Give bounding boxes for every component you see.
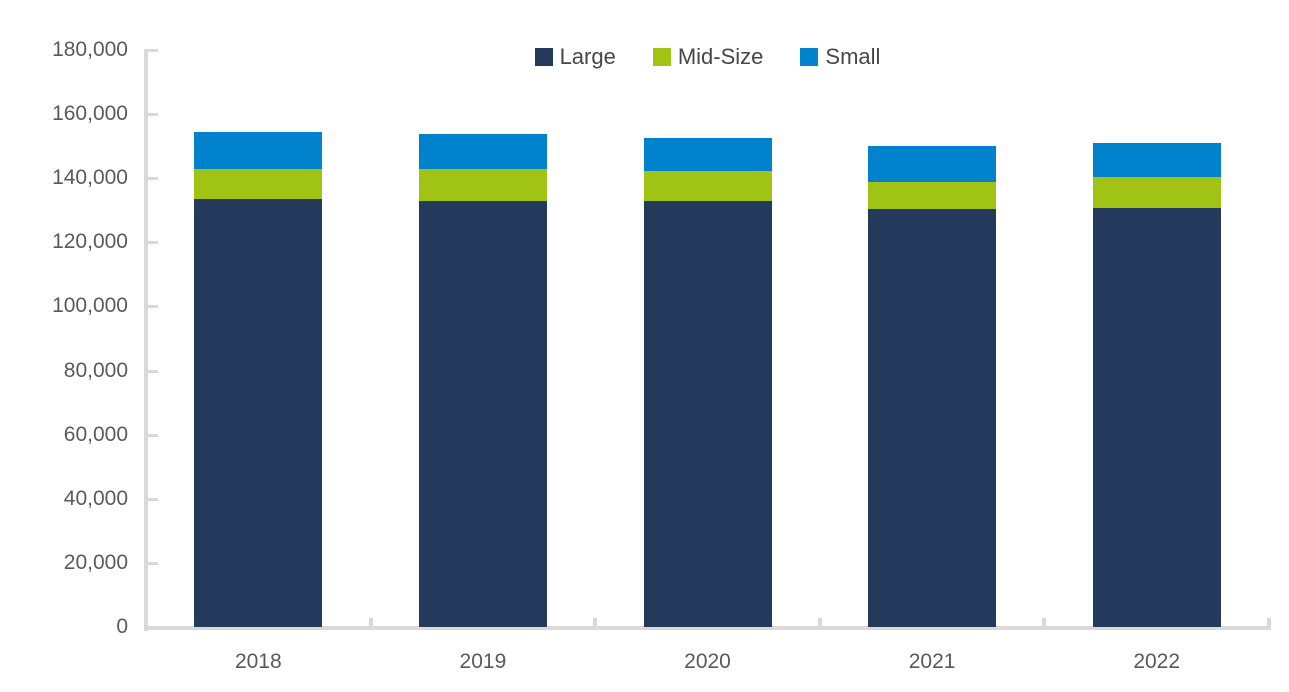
x-axis-tick	[817, 618, 822, 626]
x-tick-label: 2021	[908, 650, 956, 673]
y-axis-tick	[148, 497, 158, 501]
bar-segment-small[interactable]	[194, 131, 323, 169]
y-axis-tick	[148, 369, 158, 373]
bar-segment-mid-size[interactable]	[1092, 176, 1221, 209]
x-axis-line	[144, 626, 1271, 630]
y-axis-tick	[148, 49, 158, 52]
x-axis-tick	[1267, 618, 1271, 626]
legend-item-small[interactable]: Small	[800, 45, 880, 69]
bar-segment-large[interactable]	[643, 200, 772, 627]
bar-group-2019[interactable]	[418, 0, 547, 627]
x-axis-tick	[593, 618, 598, 626]
legend-item-large[interactable]: Large	[534, 44, 616, 69]
y-tick-label: 40,000	[63, 486, 128, 510]
y-tick-label: 180,000	[52, 38, 128, 61]
bar-group-2020[interactable]	[643, 0, 772, 627]
y-axis-tick	[148, 113, 158, 117]
legend-label: Small	[825, 44, 881, 69]
y-axis-tick	[148, 305, 158, 309]
bar-group-2022[interactable]	[1092, 0, 1221, 627]
y-tick-label: 160,000	[52, 102, 128, 126]
y-tick-label: 100,000	[52, 294, 128, 318]
legend-item-mid-size[interactable]: Mid-Size	[652, 44, 764, 69]
bar-segment-large[interactable]	[194, 199, 323, 627]
y-tick-label: 60,000	[63, 422, 128, 446]
bar-segment-small[interactable]	[868, 146, 997, 183]
legend-swatch-mid-size-icon	[652, 48, 671, 66]
x-axis-tick	[1042, 618, 1047, 626]
y-axis-tick	[148, 433, 158, 437]
y-axis-line	[144, 49, 148, 631]
x-axis-tick	[368, 618, 373, 626]
legend-swatch-large-icon	[534, 48, 553, 66]
bar-segment-mid-size[interactable]	[194, 168, 323, 200]
bar-group-2021[interactable]	[868, 0, 997, 627]
bar-segment-small[interactable]	[1092, 142, 1221, 177]
y-tick-label: 0	[116, 615, 128, 638]
y-tick-label: 20,000	[63, 550, 128, 574]
y-tick-label: 80,000	[63, 358, 128, 382]
bar-group-2018[interactable]	[194, 0, 323, 627]
bar-segment-mid-size[interactable]	[868, 182, 997, 209]
bar-segment-large[interactable]	[418, 200, 547, 627]
y-axis-tick	[148, 561, 158, 565]
bar-segment-large[interactable]	[868, 208, 997, 627]
x-tick-label: 2020	[684, 650, 731, 673]
bar-segment-large[interactable]	[1092, 208, 1221, 627]
y-axis-tick	[148, 241, 158, 245]
legend-label: Mid-Size	[677, 44, 764, 69]
x-tick-label: 2019	[459, 650, 507, 673]
y-axis-tick	[148, 177, 158, 181]
y-tick-label: 120,000	[52, 230, 128, 254]
bar-segment-mid-size[interactable]	[643, 171, 772, 201]
chart-legend: Large Mid-Size Small	[146, 44, 1269, 70]
x-tick-label: 2018	[234, 650, 282, 673]
bar-segment-small[interactable]	[418, 134, 547, 169]
y-tick-label: 140,000	[52, 166, 128, 190]
bar-segment-mid-size[interactable]	[418, 168, 547, 201]
x-tick-label: 2022	[1133, 650, 1181, 673]
bar-segment-small[interactable]	[643, 138, 772, 172]
legend-label: Large	[559, 44, 616, 69]
legend-swatch-small-icon	[800, 48, 819, 66]
